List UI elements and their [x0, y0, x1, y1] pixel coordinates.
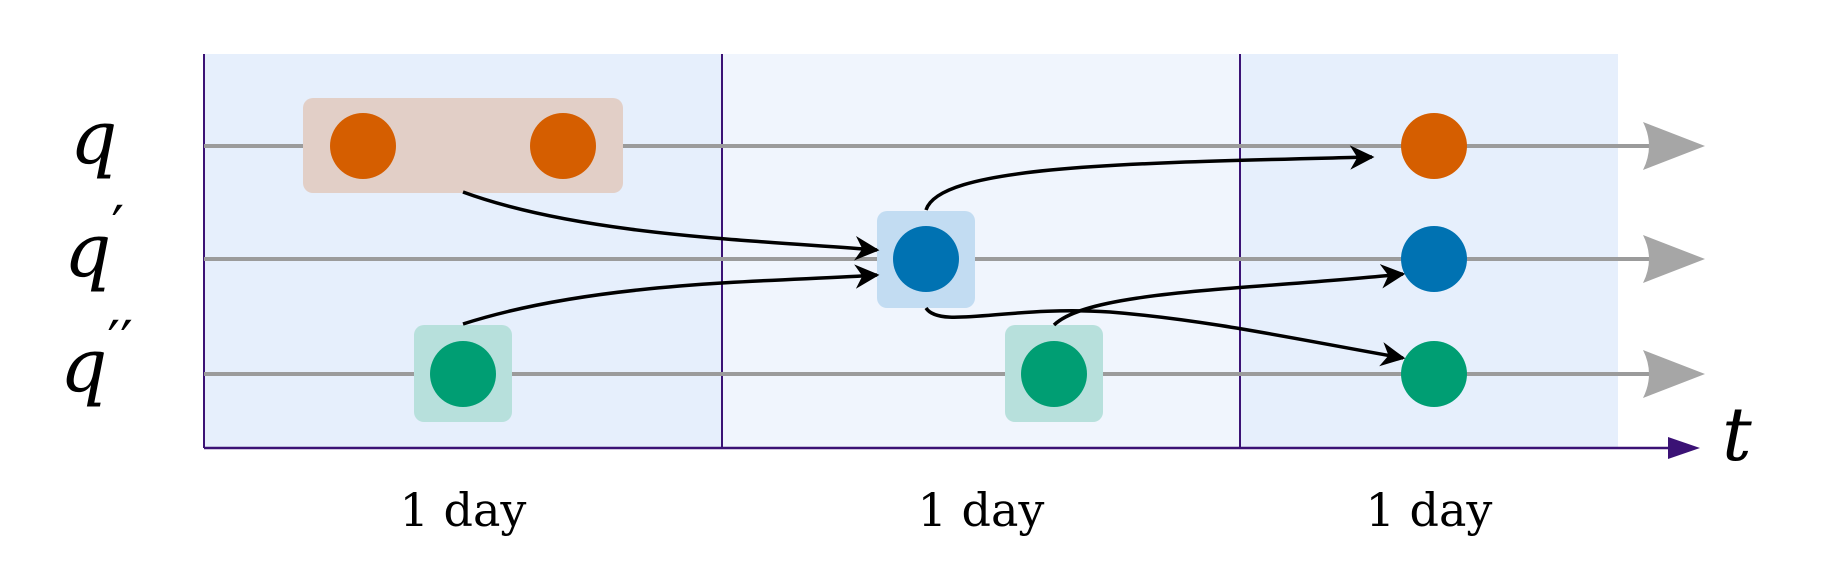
edge-q-prime-to-q-final — [924, 145, 1375, 211]
interval-label-1: 1 day — [400, 483, 527, 537]
node-q-1 — [330, 113, 396, 179]
node-q-double-prime-2 — [1021, 341, 1087, 407]
row-label-q: q — [70, 95, 117, 181]
track-q-prime-arrowhead — [1643, 235, 1705, 283]
node-q-double-prime-3 — [1401, 341, 1467, 407]
interval-label-3: 1 day — [1366, 483, 1493, 537]
time-axis-label: t — [1722, 392, 1752, 478]
day-band-2 — [722, 54, 1240, 448]
node-q-double-prime-1 — [430, 341, 496, 407]
node-q-3 — [1401, 113, 1467, 179]
time-axis-arrowhead — [1668, 437, 1700, 459]
edge-q-prime-to-q-double-prime-final — [924, 306, 1406, 367]
edge-q-double-prime-to-q-prime — [462, 264, 880, 326]
track-q-arrowhead — [1643, 122, 1705, 170]
edge-q-group-to-q-prime — [462, 190, 880, 261]
node-q-2 — [530, 113, 596, 179]
row-label-q-double-prime: q′′ — [60, 310, 133, 409]
track-q-double-prime-arrowhead — [1643, 350, 1705, 398]
node-q-prime-2 — [1401, 226, 1467, 292]
row-label-q-prime: q′ — [64, 195, 124, 294]
interval-label-2: 1 day — [918, 483, 1045, 537]
edge-q-double-prime-to-q-prime-final — [1052, 264, 1406, 327]
node-q-prime-1 — [893, 226, 959, 292]
